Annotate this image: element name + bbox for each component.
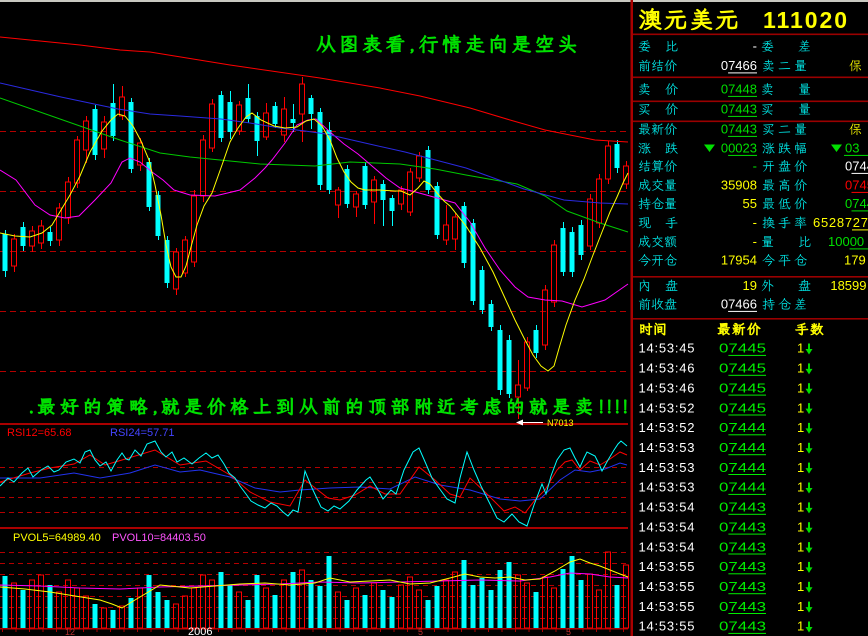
svg-text:14:53:54: 14:53:54 <box>639 500 695 515</box>
svg-text:07443: 07443 <box>719 599 766 614</box>
svg-text:1: 1 <box>797 599 804 614</box>
svg-text:14:53:46: 14:53:46 <box>639 361 695 376</box>
svg-text:14:53:55: 14:53:55 <box>639 599 695 614</box>
svg-text:14:53:45: 14:53:45 <box>639 341 695 356</box>
svg-text:07443: 07443 <box>719 559 766 574</box>
svg-text:RSI12=65.68: RSI12=65.68 <box>7 427 72 439</box>
svg-text:07443: 07443 <box>721 102 757 117</box>
svg-text:14:53:53: 14:53:53 <box>639 440 695 455</box>
svg-text:03: 03 <box>845 141 859 156</box>
svg-text:1: 1 <box>797 539 804 554</box>
svg-text:07445: 07445 <box>719 380 766 395</box>
svg-text:1: 1 <box>797 579 804 594</box>
svg-text:1: 1 <box>797 420 804 435</box>
svg-text:1: 1 <box>797 519 804 534</box>
svg-text:179: 179 <box>844 253 866 268</box>
svg-text:35908: 35908 <box>721 178 757 193</box>
svg-text:07445: 07445 <box>719 341 766 356</box>
svg-text:07448: 07448 <box>721 82 757 97</box>
svg-text:-: - <box>753 39 757 54</box>
svg-text:1: 1 <box>797 460 804 475</box>
svg-text:07444: 07444 <box>719 460 766 475</box>
svg-text:14:53:54: 14:53:54 <box>639 519 695 534</box>
svg-text:55: 55 <box>743 196 757 211</box>
svg-text:2006: 2006 <box>188 626 212 636</box>
svg-text:14:53:53: 14:53:53 <box>639 480 695 495</box>
svg-text:07443: 07443 <box>719 500 766 515</box>
svg-text:07466: 07466 <box>721 58 757 73</box>
svg-text:07444: 07444 <box>719 440 766 455</box>
svg-text:07444: 07444 <box>719 420 766 435</box>
svg-text:10000: 10000 <box>828 234 864 249</box>
svg-text:14:53:53: 14:53:53 <box>639 460 695 475</box>
svg-text:PVOL5=64989.40: PVOL5=64989.40 <box>13 532 101 544</box>
svg-text:1: 1 <box>797 380 804 395</box>
svg-text:0744: 0744 <box>845 196 868 211</box>
svg-text:1: 1 <box>797 440 804 455</box>
svg-text:1: 1 <box>797 361 804 376</box>
svg-text:PVOL10=84403.50: PVOL10=84403.50 <box>112 532 206 544</box>
svg-text:07466: 07466 <box>721 297 757 312</box>
svg-text:19: 19 <box>743 278 757 293</box>
svg-text:17954: 17954 <box>721 253 757 268</box>
svg-text:RSI24=57.71: RSI24=57.71 <box>110 427 175 439</box>
svg-text:18599: 18599 <box>830 278 866 293</box>
svg-text:14:53:54: 14:53:54 <box>639 539 695 554</box>
svg-text:1: 1 <box>797 400 804 415</box>
svg-text:1: 1 <box>797 559 804 574</box>
svg-text:14:53:55: 14:53:55 <box>639 619 695 634</box>
svg-text:1: 1 <box>797 619 804 634</box>
svg-text:14:53:55: 14:53:55 <box>639 559 695 574</box>
svg-text:14:53:52: 14:53:52 <box>639 420 695 435</box>
svg-text:-: - <box>753 159 757 174</box>
svg-text:1: 1 <box>797 341 804 356</box>
svg-text:6528727: 6528727 <box>813 215 868 230</box>
svg-text:-: - <box>753 215 757 230</box>
svg-text:07444: 07444 <box>719 480 766 495</box>
svg-text:1: 1 <box>797 480 804 495</box>
svg-text:1: 1 <box>797 500 804 515</box>
svg-text:14:53:52: 14:53:52 <box>639 400 695 415</box>
svg-text:0744: 0744 <box>845 159 868 174</box>
svg-text:07443: 07443 <box>719 539 766 554</box>
svg-text:111020: 111020 <box>763 7 847 33</box>
svg-text:07443: 07443 <box>719 519 766 534</box>
svg-text:12: 12 <box>65 627 75 636</box>
svg-text:N7013: N7013 <box>547 418 574 428</box>
svg-text:14:53:55: 14:53:55 <box>639 579 695 594</box>
svg-text:5: 5 <box>418 627 423 636</box>
svg-text:5: 5 <box>566 627 571 636</box>
svg-text:07443: 07443 <box>719 619 766 634</box>
svg-text:00023: 00023 <box>721 141 757 156</box>
svg-text:07445: 07445 <box>719 361 766 376</box>
svg-text:07445: 07445 <box>719 400 766 415</box>
svg-text:07443: 07443 <box>721 122 757 137</box>
svg-text:-: - <box>753 234 757 249</box>
svg-text:07443: 07443 <box>719 579 766 594</box>
svg-text:14:53:46: 14:53:46 <box>639 380 695 395</box>
